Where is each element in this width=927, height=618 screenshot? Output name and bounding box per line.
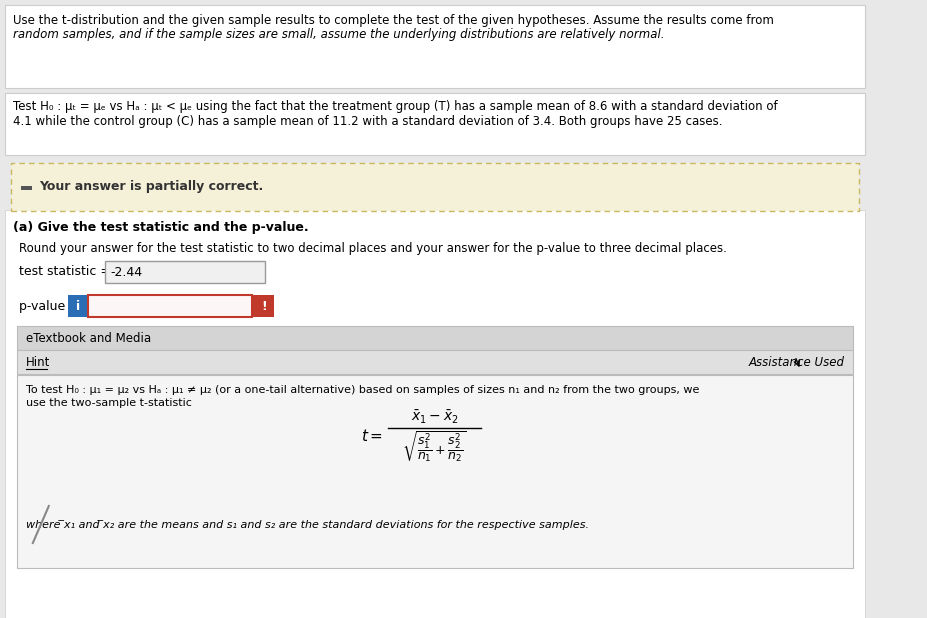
Text: Assistance Used: Assistance Used bbox=[749, 355, 844, 368]
FancyBboxPatch shape bbox=[17, 375, 853, 568]
Text: $t =$: $t =$ bbox=[361, 428, 383, 444]
FancyBboxPatch shape bbox=[105, 261, 264, 283]
FancyBboxPatch shape bbox=[17, 326, 853, 350]
Text: random samples, and if the sample sizes are small, assume the underlying distrib: random samples, and if the sample sizes … bbox=[13, 28, 665, 41]
Text: 4.1 while the control group (C) has a sample mean of 11.2 with a standard deviat: 4.1 while the control group (C) has a sa… bbox=[13, 115, 723, 128]
FancyBboxPatch shape bbox=[253, 295, 274, 317]
Text: Test H₀ : μₜ = μₑ vs Hₐ : μₜ < μₑ using the fact that the treatment group (T) ha: Test H₀ : μₜ = μₑ vs Hₐ : μₜ < μₑ using … bbox=[13, 100, 778, 113]
Text: Hint: Hint bbox=[26, 355, 51, 368]
FancyBboxPatch shape bbox=[68, 295, 88, 317]
FancyBboxPatch shape bbox=[20, 186, 32, 190]
FancyBboxPatch shape bbox=[5, 210, 865, 618]
Text: !: ! bbox=[260, 300, 267, 313]
Text: where ̅x₁ and ̅x₂ are the means and s₁ and s₂ are the standard deviations for th: where ̅x₁ and ̅x₂ are the means and s₁ a… bbox=[26, 520, 590, 530]
Text: p-value =: p-value = bbox=[19, 300, 80, 313]
Text: use the two-sample t-statistic: use the two-sample t-statistic bbox=[26, 398, 192, 408]
Text: (a) Give the test statistic and the p-value.: (a) Give the test statistic and the p-va… bbox=[13, 221, 309, 234]
Text: Your answer is partially correct.: Your answer is partially correct. bbox=[40, 179, 263, 192]
Text: test statistic =: test statistic = bbox=[19, 265, 110, 277]
FancyBboxPatch shape bbox=[88, 295, 252, 317]
Text: eTextbook and Media: eTextbook and Media bbox=[26, 331, 151, 344]
Text: -2.44: -2.44 bbox=[110, 266, 143, 279]
Text: Use the t-distribution and the given sample results to complete the test of the : Use the t-distribution and the given sam… bbox=[13, 14, 774, 27]
Text: Round your answer for the test statistic to two decimal places and your answer f: Round your answer for the test statistic… bbox=[19, 242, 727, 255]
FancyBboxPatch shape bbox=[17, 350, 853, 374]
FancyBboxPatch shape bbox=[5, 93, 865, 155]
FancyBboxPatch shape bbox=[11, 163, 858, 211]
Text: i: i bbox=[76, 300, 80, 313]
Text: $\sqrt{\dfrac{s_1^2}{n_1} + \dfrac{s_2^2}{n_2}}$: $\sqrt{\dfrac{s_1^2}{n_1} + \dfrac{s_2^2… bbox=[402, 430, 467, 465]
Text: To test H₀ : μ₁ = μ₂ vs Hₐ : μ₁ ≠ μ₂ (or a one-tail alternative) based on sample: To test H₀ : μ₁ = μ₂ vs Hₐ : μ₁ ≠ μ₂ (or… bbox=[26, 385, 700, 395]
FancyBboxPatch shape bbox=[5, 5, 865, 88]
Text: $\bar{x}_1 - \bar{x}_2$: $\bar{x}_1 - \bar{x}_2$ bbox=[411, 408, 459, 426]
